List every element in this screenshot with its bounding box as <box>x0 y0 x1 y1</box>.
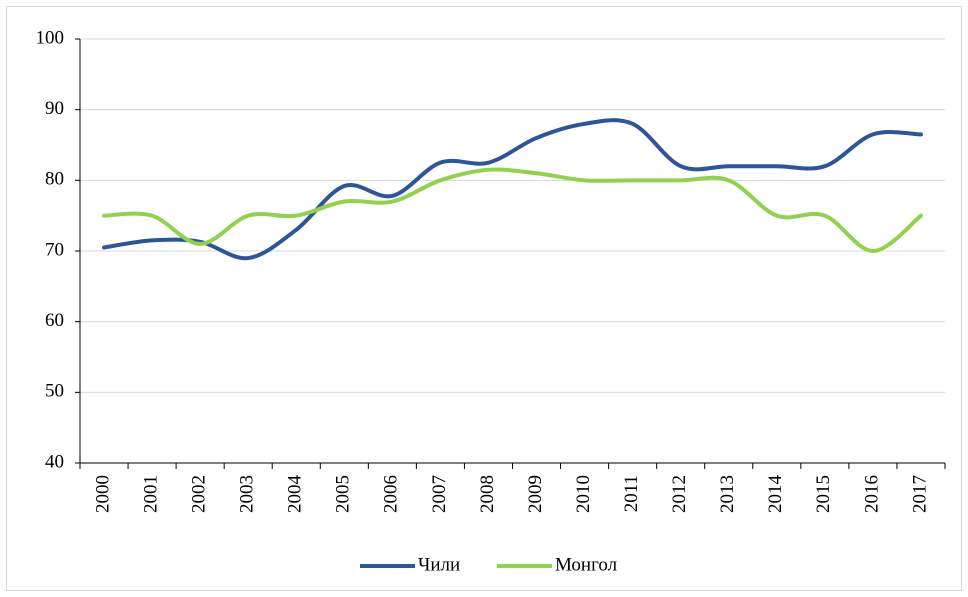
x-tick-label: 2002 <box>188 475 209 513</box>
x-tick-label: 2009 <box>525 475 546 513</box>
x-tick-label: 2004 <box>285 475 306 514</box>
y-tick-label: 90 <box>45 98 64 119</box>
x-tick-label: 2016 <box>861 475 882 513</box>
x-tick-label: 2010 <box>573 475 594 513</box>
x-tick-label: 2017 <box>909 475 930 513</box>
x-tick-label: 2015 <box>813 475 834 513</box>
legend-label: Монгол <box>555 554 618 575</box>
legend-label: Чили <box>418 554 460 575</box>
x-tick-label: 2008 <box>477 475 498 513</box>
y-tick-label: 60 <box>45 310 64 331</box>
x-tick-label: 2003 <box>237 475 258 513</box>
x-tick-label: 2014 <box>765 475 786 514</box>
x-tick-label: 2011 <box>621 475 642 512</box>
x-tick-label: 2000 <box>92 475 113 513</box>
y-tick-label: 40 <box>45 451 64 472</box>
x-tick-label: 2005 <box>333 475 354 513</box>
x-tick-label: 2006 <box>381 475 402 513</box>
y-tick-label: 100 <box>36 27 65 48</box>
x-tick-label: 2012 <box>669 475 690 513</box>
y-tick-label: 80 <box>45 169 64 190</box>
chart-frame <box>6 6 962 591</box>
x-tick-label: 2007 <box>429 475 450 513</box>
x-tick-label: 2001 <box>140 475 161 513</box>
series-line <box>102 118 923 261</box>
y-tick-label: 50 <box>45 381 64 402</box>
y-tick-label: 70 <box>45 239 64 260</box>
series-line <box>102 167 923 254</box>
x-tick-label: 2013 <box>717 475 738 513</box>
